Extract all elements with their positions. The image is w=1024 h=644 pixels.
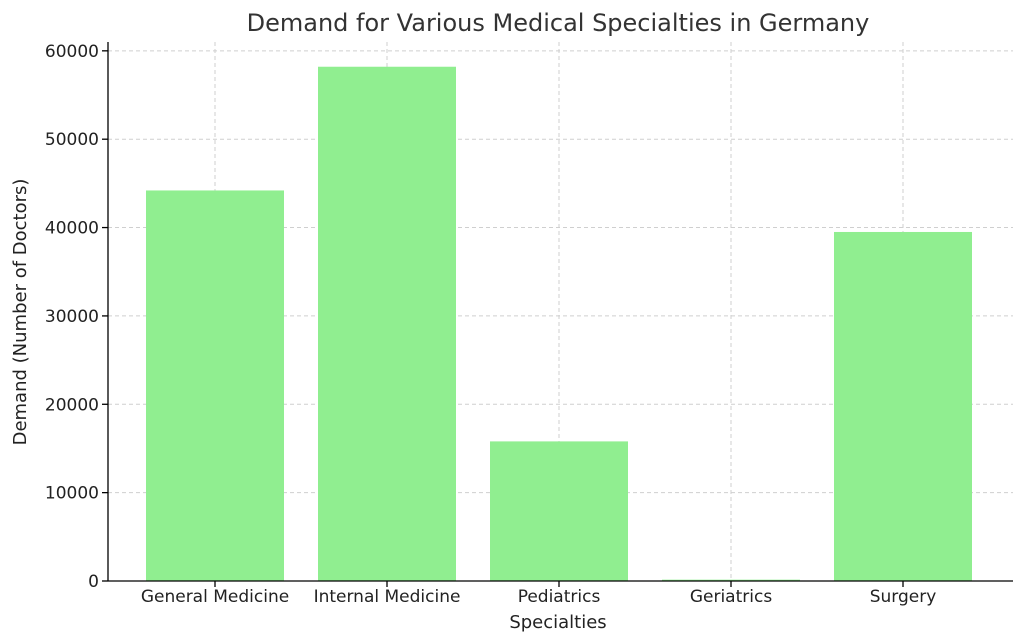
x-tick-label: Surgery	[870, 587, 937, 607]
y-tick-label: 20000	[45, 395, 99, 415]
y-tick-label: 60000	[45, 42, 99, 62]
y-tick-label: 10000	[45, 484, 99, 504]
chart-title: Demand for Various Medical Specialties i…	[247, 9, 870, 37]
x-tick-label: Geriatrics	[690, 587, 772, 607]
x-tick-label: General Medicine	[141, 587, 289, 607]
axes	[107, 42, 1013, 582]
bars	[146, 66, 972, 582]
x-tick-label: Internal Medicine	[314, 587, 461, 607]
y-tick-label: 0	[88, 572, 99, 592]
bar	[318, 66, 456, 582]
bar	[834, 231, 972, 581]
bar	[662, 579, 800, 581]
y-tick-label: 30000	[45, 307, 99, 327]
x-ticks: General Medicine Internal Medicine Pediatr…	[141, 581, 936, 607]
y-tick-label: 40000	[45, 219, 99, 239]
y-ticks: 0 10000 20000 30000 40000 50000 60000	[45, 42, 108, 592]
y-tick-label: 50000	[45, 130, 99, 150]
x-tick-label: Pediatrics	[518, 587, 601, 607]
y-axis-label: Demand (Number of Doctors)	[10, 179, 31, 446]
x-axis-label: Specialties	[509, 612, 606, 633]
bar	[490, 441, 628, 581]
bar	[146, 190, 284, 581]
